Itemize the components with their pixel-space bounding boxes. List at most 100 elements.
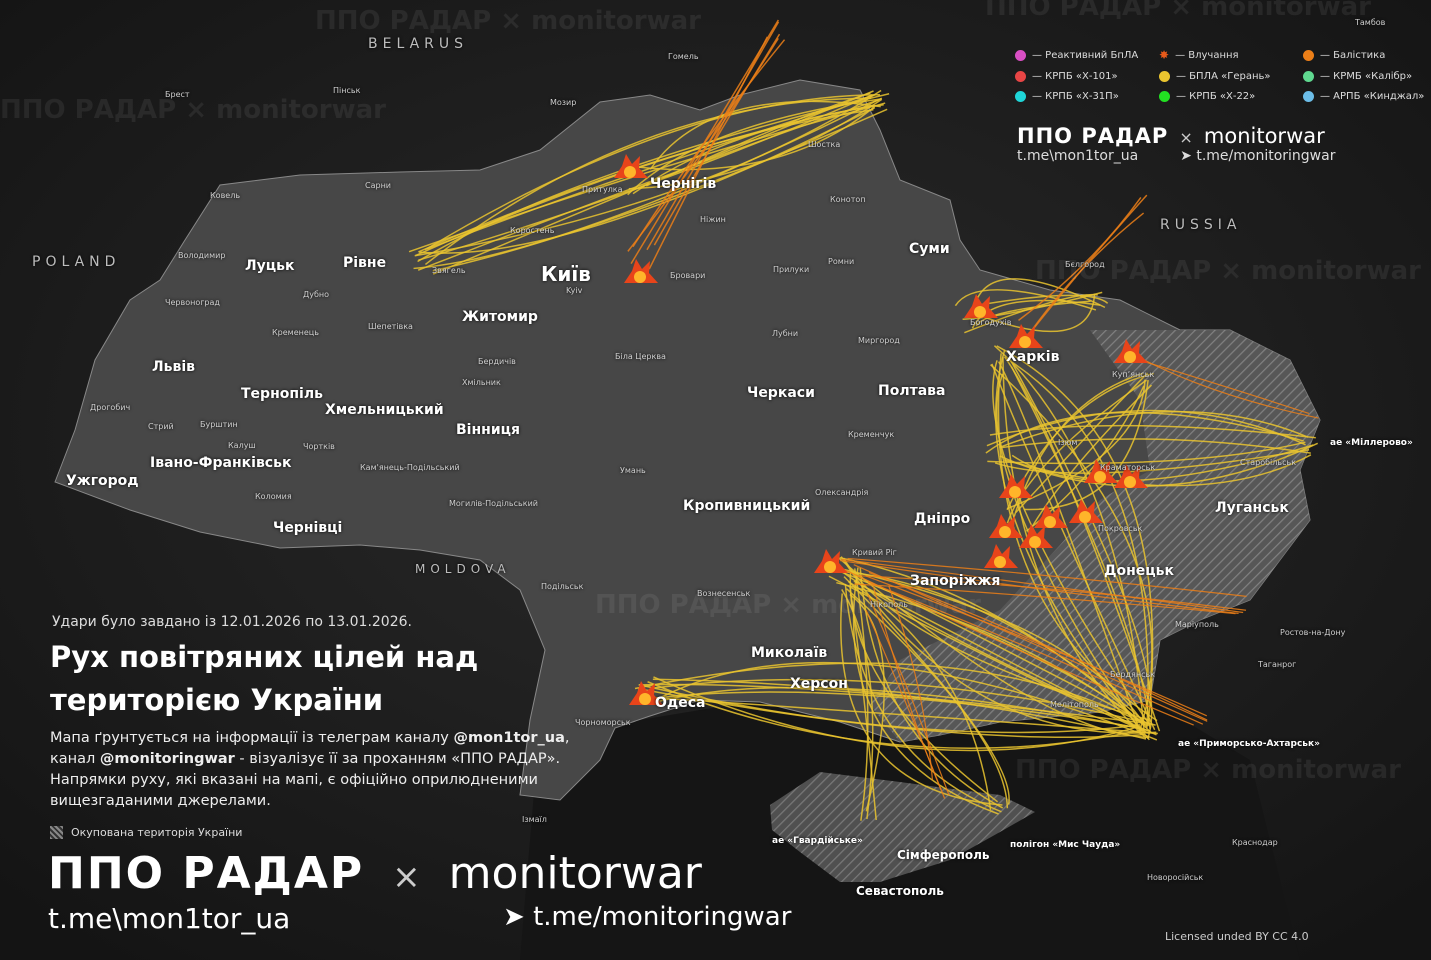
flight-routes [408, 19, 1319, 821]
town-label: Притулка [582, 185, 623, 194]
flight-path [853, 568, 869, 821]
city-label: Одеса [655, 695, 706, 711]
flight-path [632, 104, 884, 195]
town-label: Лубни [772, 329, 799, 338]
flight-path [413, 97, 883, 270]
flight-path [998, 361, 1142, 736]
flight-path [634, 662, 1149, 727]
town-label: Ніжин [700, 215, 726, 224]
town-label: Вознесенськ [697, 589, 751, 598]
town-label: Шепетівка [368, 322, 413, 331]
town-label: Ростов-на-Дону [1280, 628, 1346, 637]
license: Licensed unded BY CC 4.0 [1165, 930, 1309, 943]
town-label: Калуш [228, 441, 256, 450]
town-label: Новоросійськ [1147, 873, 1204, 882]
city-label: Чернігів [650, 176, 717, 192]
country-label: POLAND [32, 254, 121, 270]
legend-item: — БПЛА «Герань» [1159, 71, 1289, 82]
date-range: Удари було завдано із 12.01.2026 по 13.0… [52, 614, 412, 630]
flight-path [867, 594, 950, 796]
flight-path [646, 21, 780, 251]
flight-path [840, 556, 1157, 734]
city-label: Херсон [790, 676, 848, 692]
telegram-icon: ➤ [1180, 148, 1192, 164]
explosion-icon: ✸ [1159, 48, 1170, 62]
reactive-drone-dot-icon [1015, 49, 1026, 61]
flight-path [962, 291, 1103, 320]
town-label: Миргород [858, 336, 900, 345]
town-label: Прилуки [773, 265, 810, 274]
telegram-link[interactable]: t.me\mon1tor_ua [48, 902, 291, 935]
flight-path [1006, 379, 1147, 524]
flight-path [971, 299, 1101, 329]
telegram-link[interactable]: t.me\mon1tor_ua [1017, 148, 1139, 164]
town-label: Мозир [550, 98, 577, 107]
explosion-icon [1084, 459, 1118, 483]
occupied-legend: Окупована територія України [50, 826, 570, 839]
explosion-icon [1034, 504, 1068, 528]
telegram-link[interactable]: ➤ t.me/monitoringwar [503, 902, 792, 932]
town-label: Краснодар [1232, 838, 1278, 847]
city-label: Луганськ [1215, 500, 1289, 516]
town-label: Біла Церква [615, 352, 666, 361]
town-label: Тамбов [1355, 18, 1386, 27]
explosion-icon [989, 514, 1023, 538]
town-label: Умань [620, 466, 646, 475]
explosion-icon [614, 154, 648, 178]
flight-path [1129, 356, 1310, 415]
flight-path [853, 580, 1149, 735]
flight-path [868, 572, 1208, 721]
town-label: Коростень [510, 226, 555, 235]
city-label: Ужгород [66, 473, 139, 489]
legend-item: — Реактивний БпЛА [1015, 48, 1145, 62]
telegram-icon: ➤ [503, 902, 534, 932]
telegram-link[interactable]: t.me/monitoringwar [1196, 148, 1336, 164]
airfield-label: ае «Приморсько-Ахтарськ» [1178, 739, 1320, 749]
flight-path [1000, 438, 1311, 454]
city-label: Харків [1006, 349, 1060, 365]
city-label: Полтава [878, 383, 946, 399]
flight-path [653, 678, 1156, 726]
legend-item: — КРМБ «Калібр» [1303, 71, 1431, 82]
town-label: Олександрія [815, 488, 869, 497]
town-label: Дубно [303, 290, 330, 299]
town-label: Конотоп [830, 195, 866, 204]
town-label: Ізмаїл [522, 815, 547, 824]
country-label: RUSSIA [1160, 217, 1242, 233]
impact-markers [614, 154, 1148, 705]
flight-path [985, 411, 1304, 454]
flight-path [1011, 361, 1149, 729]
flight-path [845, 569, 1194, 726]
explosion-icon [1009, 324, 1043, 348]
city-label: Черкаси [747, 385, 815, 401]
town-label: Покровськ [1098, 524, 1143, 533]
town-label: Червоноград [165, 298, 220, 307]
town-label: Маріуполь [1175, 620, 1219, 629]
flight-path [841, 558, 1244, 614]
city-label: Запоріжжя [910, 573, 1001, 589]
legend-item: ✸ — Влучання [1159, 48, 1239, 62]
flight-path [849, 587, 877, 821]
ballistic-dot-icon [1303, 49, 1314, 61]
flight-path [990, 364, 1153, 728]
town-label: Ковель [210, 191, 241, 200]
flight-path [996, 345, 1154, 725]
country-label: BELARUS [368, 36, 469, 52]
flight-path [974, 293, 1096, 333]
town-label: Стрий [148, 422, 174, 431]
town-label: Старобільськ [1240, 458, 1297, 467]
flight-path [630, 19, 780, 264]
town-label: Звягель [432, 266, 466, 275]
flight-path [839, 559, 1239, 615]
flight-path [629, 106, 876, 171]
city-label: Тернопіль [241, 386, 323, 402]
page-title: Рух повітряних цілей над територією Укра… [50, 640, 479, 717]
flight-path [854, 583, 1236, 615]
town-label: Бєлгород [1065, 260, 1105, 269]
explosion-icon [1114, 339, 1148, 363]
town-label: Чортків [303, 442, 335, 451]
city-label: Дніпро [914, 511, 971, 527]
town-label: Шостка [808, 140, 841, 149]
kinzhal-dot-icon [1303, 91, 1314, 102]
